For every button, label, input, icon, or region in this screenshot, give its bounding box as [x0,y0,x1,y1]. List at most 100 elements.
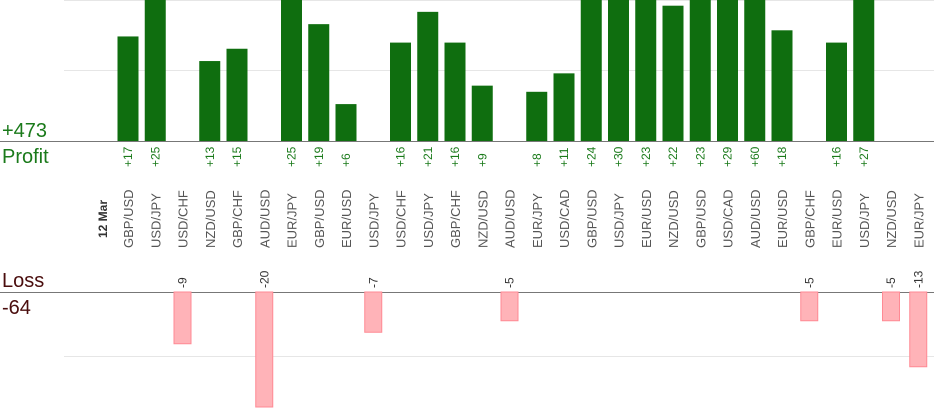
value-label: +8 [530,153,544,167]
value-label: +23 [693,146,707,167]
profit-bar [717,0,738,141]
profit-bar [144,0,166,141]
tick-label: GBP/USD [693,189,708,248]
profit-bar [199,61,221,141]
profit-bar [853,0,875,141]
value-label: +17 [121,146,135,167]
value-label: +16 [394,146,408,167]
value-label: +11 [557,147,571,167]
profit-bar [444,42,466,141]
value-label: +25 [148,146,162,167]
profit-bar [580,0,602,141]
tick-label: USD/JPY [857,193,872,248]
value-label: +21 [421,146,435,167]
profit-bar [689,0,711,141]
profit-bar [390,42,411,141]
tick-label: USD/CHF [176,190,191,248]
value-label: +24 [584,146,598,167]
loss-bar [173,291,192,345]
profit-bar [308,24,330,141]
tick-label: EUR/USD [775,189,790,248]
tick-label: USD/JPY [366,193,381,248]
value-label: -9 [176,277,190,288]
value-label: +25 [285,146,299,167]
value-label: +6 [339,153,353,167]
tick-label: GBP/CHF [230,190,245,248]
profit-label: Profit [2,146,49,168]
loss-bar [364,291,383,333]
tick-label: USD/JPY [612,193,627,248]
tick-label: EUR/JPY [911,193,926,248]
tick-label: NZD/USD [203,190,218,248]
category-tick-labels: GBP/USD USD/JPY USD/CHF NZD/USD GBP/CHF AUD/U… [121,189,926,248]
value-label: -5 [884,277,898,288]
value-label: +15 [230,146,244,167]
value-label: -5 [802,277,816,288]
profit-bar [744,0,766,141]
loss-bar [800,291,819,322]
tick-label: EUR/USD [830,189,845,248]
profit-bar [117,36,139,142]
profit-bar [635,0,657,141]
value-label: +23 [639,146,653,167]
value-label: -5 [503,277,517,288]
value-label: -20 [257,270,271,288]
tick-label: USD/CHF [394,190,409,248]
value-label: -13 [911,270,925,288]
tick-label: GBP/USD [121,189,136,248]
value-label: +18 [775,146,789,167]
value-label: +30 [612,146,626,167]
tick-label: AUD/USD [257,189,272,248]
value-label: -7 [366,277,380,288]
loss-bar [255,291,274,408]
loss-bar [882,291,900,322]
tick-label: GBP/USD [584,189,599,248]
loss-bar [500,291,519,322]
value-label: +60 [748,146,762,167]
profit-bar [771,30,793,141]
value-label: +16 [448,146,462,167]
profit-total: +473 [2,120,47,142]
loss-label: Loss [2,270,44,292]
tick-label: NZD/USD [475,190,490,248]
profit-bar [662,5,684,142]
profit-bar [417,11,439,141]
value-label: +13 [203,146,217,167]
profit-bar [826,42,847,141]
value-label: +27 [857,146,871,167]
profit-bar [471,85,493,141]
tick-label: EUR/JPY [530,193,545,248]
value-label: +9 [475,153,489,167]
tick-label: USD/CAD [557,189,572,248]
tick-label: EUR/USD [339,189,354,248]
value-label: +22 [666,146,680,167]
value-label: +29 [721,146,735,167]
date-label: 12 Mar [96,200,110,238]
value-label: +19 [312,146,326,167]
tick-label: NZD/USD [884,190,899,248]
tick-label: GBP/CHF [448,190,463,248]
profit-bar [335,104,357,141]
tick-label: GBP/USD [312,189,327,248]
tick-label: NZD/USD [666,190,681,248]
profit-bar [608,0,629,141]
value-labels: +17 +25 -9 +13 +15 -20 +25 +19 +6 -7 +16 +21 +16 +9 -5… [121,146,925,288]
tick-label: EUR/USD [639,189,654,248]
loss-bar [909,291,928,368]
tick-label: USD/JPY [421,193,436,248]
profit-bar [553,73,575,141]
bars [117,0,928,408]
tick-label: AUD/USD [748,189,763,248]
tick-label: EUR/JPY [285,193,300,248]
profit-bar [281,0,302,141]
gridlines [0,0,934,357]
profit-bar [526,91,548,141]
tick-label: USD/JPY [148,193,163,248]
value-label: +16 [830,146,844,167]
profit-bar [226,48,248,141]
tick-label: AUD/USD [503,189,518,248]
loss-total: -64 [2,297,31,319]
tick-label: USD/CAD [721,189,736,248]
tick-label: GBP/CHF [802,190,817,248]
